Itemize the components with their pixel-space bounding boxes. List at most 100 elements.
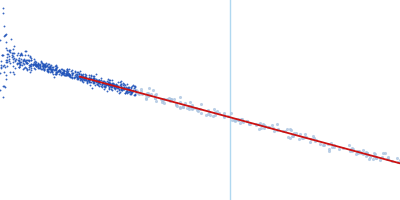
- Point: [106, 86, 112, 90]
- Point: [220, 113, 227, 116]
- Point: [130, 83, 136, 86]
- Point: [69, 73, 76, 76]
- Point: [2, 41, 9, 44]
- Point: [15, 52, 22, 55]
- Point: [64, 72, 70, 75]
- Point: [123, 90, 129, 93]
- Point: [59, 73, 65, 76]
- Point: [18, 60, 24, 64]
- Point: [256, 123, 262, 126]
- Point: [27, 63, 34, 66]
- Point: [90, 82, 96, 85]
- Point: [2, 65, 8, 68]
- Point: [126, 88, 132, 91]
- Point: [86, 78, 92, 81]
- Point: [106, 81, 112, 85]
- Point: [108, 87, 114, 90]
- Point: [388, 159, 395, 163]
- Point: [16, 60, 23, 63]
- Point: [96, 79, 103, 82]
- Point: [194, 109, 201, 112]
- Point: [274, 129, 280, 132]
- Point: [83, 75, 90, 79]
- Point: [104, 83, 110, 86]
- Point: [95, 84, 101, 87]
- Point: [235, 118, 242, 121]
- Point: [206, 111, 212, 114]
- Point: [119, 86, 126, 89]
- Point: [349, 149, 356, 153]
- Point: [72, 75, 78, 78]
- Point: [2, 34, 8, 37]
- Point: [127, 90, 134, 93]
- Point: [89, 77, 96, 80]
- Point: [53, 72, 60, 75]
- Point: [53, 63, 59, 66]
- Point: [152, 96, 158, 99]
- Point: [105, 82, 111, 85]
- Point: [16, 65, 22, 68]
- Point: [106, 87, 112, 91]
- Point: [356, 150, 362, 153]
- Point: [38, 60, 44, 63]
- Point: [6, 48, 12, 51]
- Point: [83, 78, 90, 81]
- Point: [109, 84, 115, 87]
- Point: [110, 82, 116, 85]
- Point: [31, 63, 37, 66]
- Point: [186, 108, 192, 111]
- Point: [232, 119, 238, 122]
- Point: [152, 93, 158, 96]
- Point: [84, 80, 90, 83]
- Point: [28, 63, 34, 66]
- Point: [173, 101, 180, 105]
- Point: [105, 78, 112, 81]
- Point: [64, 73, 70, 76]
- Point: [105, 81, 112, 84]
- Point: [280, 129, 286, 132]
- Point: [106, 81, 112, 84]
- Point: [33, 61, 40, 64]
- Point: [325, 143, 331, 146]
- Point: [7, 70, 14, 73]
- Point: [87, 73, 94, 76]
- Point: [89, 86, 95, 89]
- Point: [106, 81, 112, 85]
- Point: [128, 91, 134, 94]
- Point: [53, 66, 60, 69]
- Point: [94, 82, 100, 85]
- Point: [24, 59, 30, 62]
- Point: [66, 73, 72, 76]
- Point: [115, 87, 121, 90]
- Point: [90, 80, 96, 83]
- Point: [8, 37, 14, 40]
- Point: [47, 65, 54, 68]
- Point: [177, 96, 184, 99]
- Point: [46, 62, 52, 66]
- Point: [85, 79, 91, 82]
- Point: [63, 71, 70, 74]
- Point: [46, 66, 52, 69]
- Point: [384, 157, 390, 160]
- Point: [82, 75, 88, 79]
- Point: [62, 73, 69, 76]
- Point: [346, 149, 353, 152]
- Point: [27, 54, 33, 57]
- Point: [79, 74, 85, 77]
- Point: [52, 65, 58, 68]
- Point: [92, 78, 99, 81]
- Point: [54, 70, 60, 73]
- Point: [123, 90, 130, 93]
- Point: [54, 66, 60, 69]
- Point: [99, 84, 106, 87]
- Point: [364, 151, 370, 154]
- Point: [164, 98, 170, 101]
- Point: [82, 76, 88, 80]
- Point: [49, 68, 55, 71]
- Point: [44, 68, 51, 71]
- Point: [152, 96, 158, 99]
- Point: [78, 72, 84, 75]
- Point: [131, 89, 138, 92]
- Point: [129, 90, 136, 93]
- Point: [26, 59, 32, 62]
